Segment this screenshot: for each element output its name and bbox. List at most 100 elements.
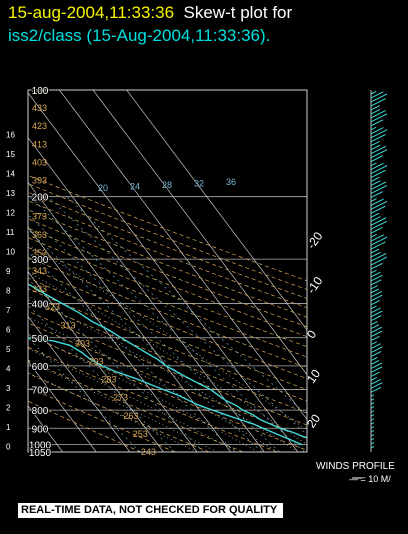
isotherm bbox=[28, 271, 164, 452]
mixing-ratio-label: 32 bbox=[194, 179, 204, 189]
wind-barb bbox=[370, 362, 383, 369]
wind-barb bbox=[370, 93, 388, 103]
wind-barb bbox=[370, 220, 388, 230]
pressure-label-800: 800 bbox=[32, 406, 49, 417]
wind-barb bbox=[370, 269, 377, 274]
wind-barb bbox=[370, 91, 384, 99]
dry-adiabat-label: 343 bbox=[32, 266, 47, 276]
plot-label: Skew-t plot for bbox=[183, 3, 293, 22]
dry-adiabat-label: 333 bbox=[32, 284, 47, 294]
mixing-ratio-line bbox=[28, 304, 176, 452]
wind-barb bbox=[370, 256, 388, 266]
isotherm bbox=[126, 90, 307, 331]
wind-barb bbox=[370, 129, 388, 139]
dry-adiabat-label: 393 bbox=[32, 176, 47, 186]
wind-barb bbox=[370, 351, 382, 357]
wind-barb bbox=[370, 446, 375, 449]
dry-adiabat-label: 313 bbox=[60, 320, 75, 330]
wind-barb bbox=[370, 216, 381, 222]
moist-adiabat bbox=[28, 296, 298, 452]
wind-barb bbox=[370, 335, 380, 342]
wind-barb bbox=[370, 294, 383, 302]
wind-barb bbox=[370, 181, 387, 190]
wind-barb bbox=[370, 200, 388, 210]
wind-barb bbox=[370, 248, 380, 254]
pressure-label-600: 600 bbox=[32, 362, 49, 373]
wind-barb bbox=[370, 305, 377, 310]
height-label-8: 8 bbox=[6, 287, 11, 296]
wind-barb bbox=[370, 379, 381, 385]
wind-barb bbox=[370, 414, 375, 417]
height-label-13: 13 bbox=[6, 189, 15, 198]
mixing-ratio-line bbox=[66, 196, 307, 416]
dry-adiabat bbox=[28, 322, 307, 438]
pressure-label-400: 400 bbox=[32, 299, 49, 310]
height-label-4: 4 bbox=[6, 365, 11, 374]
wind-barb bbox=[370, 310, 383, 318]
pressure-label-300: 300 bbox=[32, 255, 49, 266]
pressure-label-500: 500 bbox=[32, 334, 49, 345]
dry-adiabat-label: 283 bbox=[101, 375, 116, 385]
wind-barb bbox=[370, 410, 375, 413]
dry-adiabat bbox=[28, 299, 307, 414]
wind-barb bbox=[370, 212, 380, 218]
height-label-1: 1 bbox=[6, 423, 11, 432]
dry-adiabat bbox=[28, 267, 307, 379]
chart-title-line1: 15-aug-2004,11:33:36 Skew-t plot for bbox=[8, 3, 292, 23]
height-label-9: 9 bbox=[6, 267, 11, 276]
wind-barb bbox=[370, 398, 375, 401]
dry-adiabat-label: 273 bbox=[113, 393, 128, 403]
wind-barb bbox=[370, 145, 387, 155]
wind-barb bbox=[370, 307, 381, 314]
isotherm bbox=[28, 137, 265, 452]
dry-adiabat-label: 323 bbox=[45, 302, 60, 312]
mixing-ratio-label: 36 bbox=[226, 177, 236, 187]
wind-barb bbox=[370, 233, 377, 238]
wind-barb bbox=[370, 180, 381, 186]
wind-barb bbox=[370, 144, 381, 151]
wind-barb bbox=[370, 341, 377, 346]
dry-adiabat-label: 433 bbox=[32, 103, 47, 113]
wind-barb bbox=[370, 288, 379, 294]
wind-barb bbox=[370, 198, 384, 206]
wind-barb bbox=[370, 217, 387, 226]
moist-adiabat bbox=[28, 244, 307, 431]
height-label-14: 14 bbox=[6, 170, 15, 179]
dry-adiabat bbox=[28, 359, 244, 452]
dry-adiabat-label: 353 bbox=[32, 248, 47, 258]
isotherm bbox=[92, 90, 307, 376]
dry-adiabat bbox=[28, 334, 307, 451]
wind-barb bbox=[370, 326, 383, 334]
winds-profile-scale: — = 10 M/ bbox=[349, 474, 391, 484]
height-label-0: 0 bbox=[6, 442, 11, 451]
mixing-ratio-line bbox=[28, 337, 141, 452]
wind-barb bbox=[370, 300, 380, 306]
height-label-15: 15 bbox=[6, 150, 15, 159]
wind-barb bbox=[370, 185, 388, 194]
wind-barb bbox=[370, 236, 388, 246]
wind-barb bbox=[370, 98, 386, 107]
wind-barb bbox=[370, 162, 377, 167]
wind-barb bbox=[370, 434, 375, 437]
dry-adiabat bbox=[28, 346, 278, 452]
wind-barb bbox=[370, 324, 380, 330]
wind-barb bbox=[370, 271, 381, 278]
wind-barb bbox=[370, 191, 383, 198]
wind-barb bbox=[370, 176, 380, 182]
wind-barb bbox=[370, 149, 388, 159]
height-label-7: 7 bbox=[6, 306, 11, 315]
dry-adiabat bbox=[28, 256, 307, 369]
wind-barb bbox=[370, 253, 387, 262]
wind-barb bbox=[370, 394, 375, 397]
height-label-2: 2 bbox=[6, 404, 11, 413]
wind-barb bbox=[370, 251, 381, 258]
chart-title-source: iss2/class (15-Aug-2004,11:33:36). bbox=[8, 26, 271, 45]
wind-barb bbox=[370, 198, 377, 202]
wind-barb bbox=[370, 377, 378, 381]
dry-adiabat-label: 383 bbox=[32, 194, 47, 204]
dry-adiabat bbox=[28, 386, 176, 452]
wind-barb bbox=[370, 371, 380, 377]
wind-barb bbox=[370, 320, 378, 326]
wind-barb bbox=[370, 430, 375, 433]
